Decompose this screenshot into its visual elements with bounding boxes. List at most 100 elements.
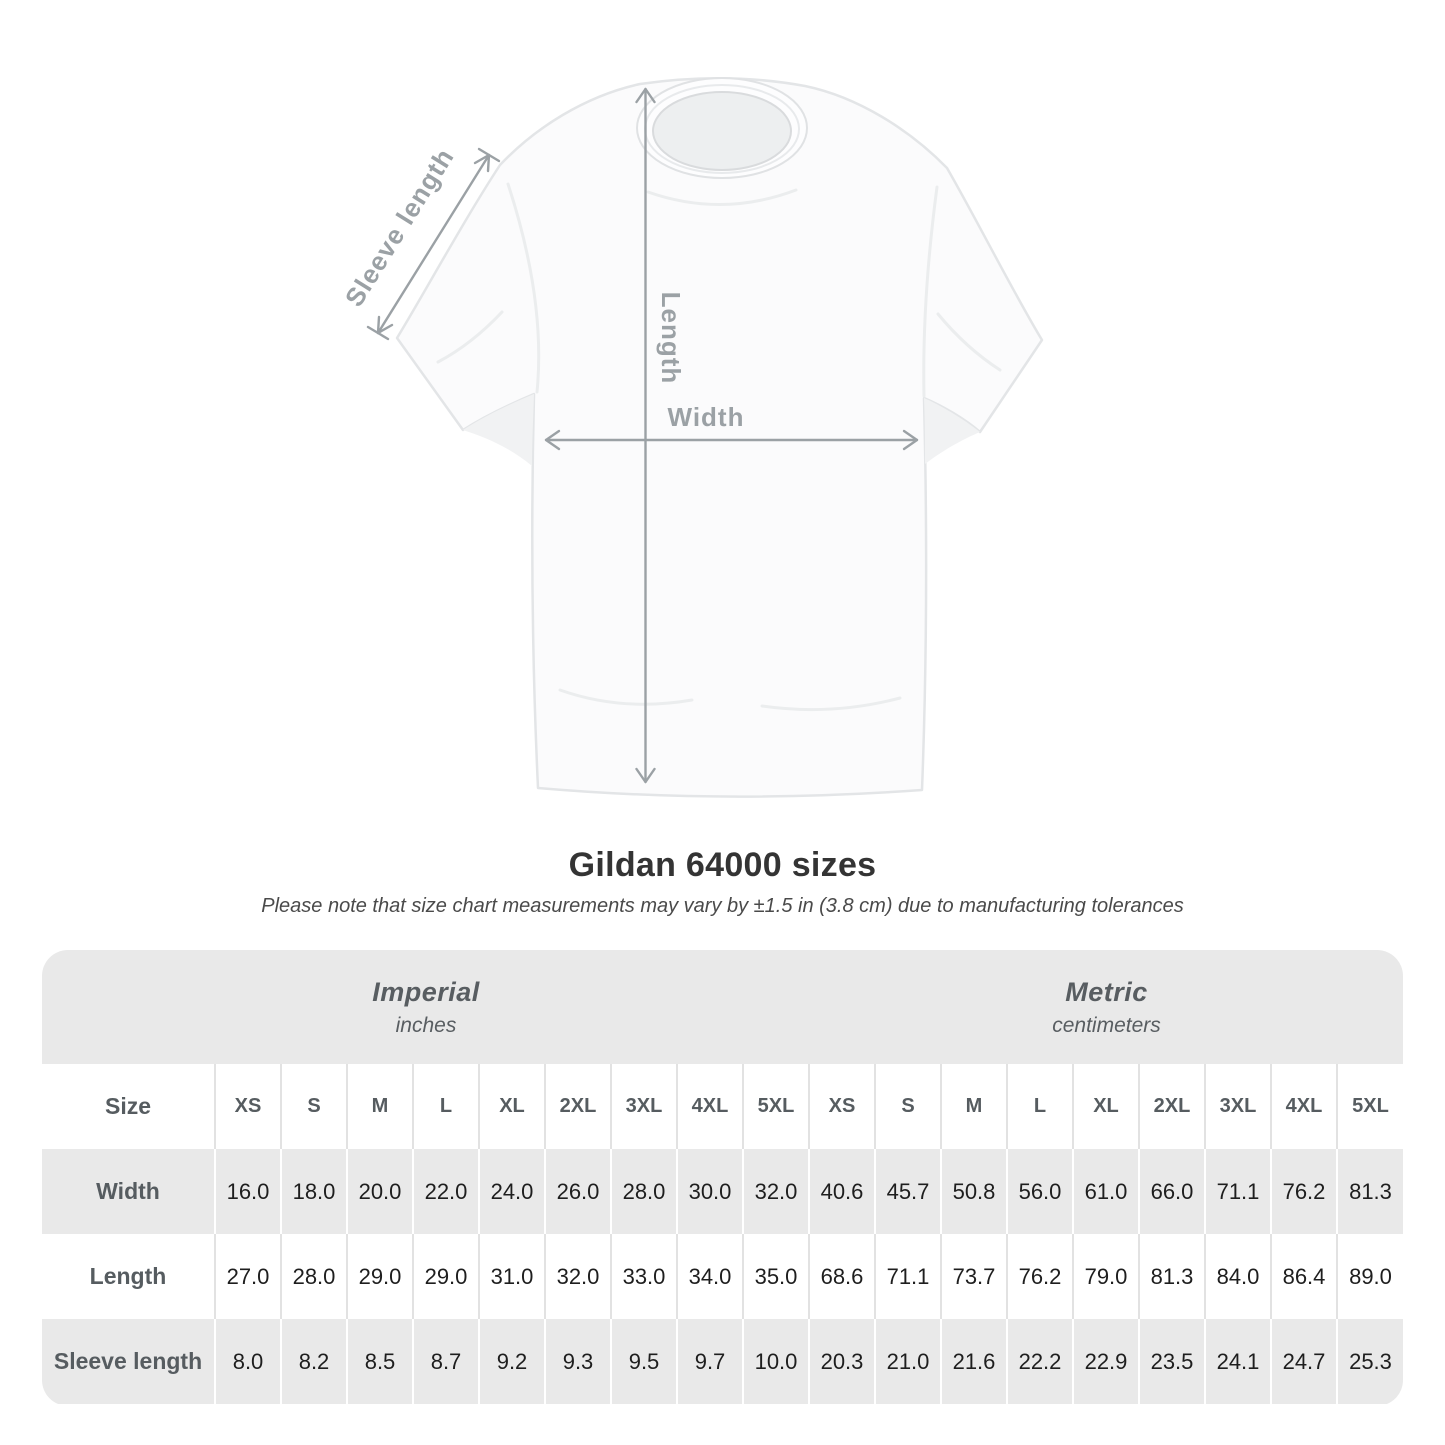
width-value: 81.3 xyxy=(1336,1149,1403,1234)
size-header: 4XL xyxy=(676,1064,743,1149)
right-underarm-shade xyxy=(924,398,980,464)
sleeve-value: 24.7 xyxy=(1270,1319,1337,1404)
size-row-label: Size xyxy=(104,1093,152,1119)
left-underarm-shade xyxy=(463,394,534,466)
size-chart-card: Imperial inches Metric centimeters Size … xyxy=(42,950,1403,1406)
collar-opening xyxy=(652,91,792,171)
size-header: 3XL xyxy=(610,1064,677,1149)
width-value: 22.0 xyxy=(412,1149,479,1234)
sleeve-value: 22.9 xyxy=(1072,1319,1139,1404)
sleeve-value: 20.3 xyxy=(808,1319,875,1404)
length-value: 27.0 xyxy=(214,1234,281,1319)
length-value: 34.0 xyxy=(676,1234,743,1319)
length-value: 35.0 xyxy=(742,1234,809,1319)
sleeve-value: 21.0 xyxy=(874,1319,941,1404)
dimension-arrows xyxy=(366,87,919,784)
shirt-wrinkles xyxy=(436,182,1002,712)
width-value: 32.0 xyxy=(742,1149,809,1234)
size-header: M xyxy=(940,1064,1007,1149)
size-header: M xyxy=(346,1064,413,1149)
size-header: XS xyxy=(214,1064,281,1149)
imperial-unit: inches xyxy=(395,1013,457,1037)
size-header: L xyxy=(412,1064,479,1149)
width-value: 71.1 xyxy=(1204,1149,1271,1234)
metric-unit: centimeters xyxy=(1052,1013,1161,1037)
length-value: 33.0 xyxy=(610,1234,677,1319)
size-header: 2XL xyxy=(1138,1064,1205,1149)
length-value: 71.1 xyxy=(874,1234,941,1319)
sleeve-value: 24.1 xyxy=(1204,1319,1271,1404)
metric-title: Metric xyxy=(1065,976,1148,1007)
tolerance-note: Please note that size chart measurements… xyxy=(261,895,1184,917)
units-header-band: Imperial inches Metric centimeters xyxy=(42,950,1403,1064)
tshirt-illustration: Sleeve length Length Width xyxy=(339,76,1044,798)
sleeve-value: 9.7 xyxy=(676,1319,743,1404)
imperial-header: Imperial inches xyxy=(42,950,810,1064)
width-value: 28.0 xyxy=(610,1149,677,1234)
length-value: 31.0 xyxy=(478,1234,545,1319)
sleeve-value: 23.5 xyxy=(1138,1319,1205,1404)
width-value: 20.0 xyxy=(346,1149,413,1234)
table-row-width: Width 16.0 18.0 20.0 22.0 24.0 26.0 28.0… xyxy=(42,1149,1403,1234)
length-value: 29.0 xyxy=(346,1234,413,1319)
length-value: 89.0 xyxy=(1336,1234,1403,1319)
size-header: 4XL xyxy=(1270,1064,1337,1149)
size-header: XL xyxy=(478,1064,545,1149)
size-header: 5XL xyxy=(742,1064,809,1149)
tshirt-body xyxy=(395,76,1044,798)
length-value: 76.2 xyxy=(1006,1234,1073,1319)
sleeve-value: 9.3 xyxy=(544,1319,611,1404)
sleeve-value: 8.5 xyxy=(346,1319,413,1404)
sleeve-value: 22.2 xyxy=(1006,1319,1073,1404)
width-value: 66.0 xyxy=(1138,1149,1205,1234)
size-header: 2XL xyxy=(544,1064,611,1149)
sleeve-length-arrow xyxy=(366,147,501,341)
sleeve-value: 9.5 xyxy=(610,1319,677,1404)
length-value: 32.0 xyxy=(544,1234,611,1319)
length-arrow xyxy=(635,87,656,784)
width-value: 40.6 xyxy=(808,1149,875,1234)
length-value: 29.0 xyxy=(412,1234,479,1319)
length-row-label: Length xyxy=(89,1263,167,1289)
size-header: XL xyxy=(1072,1064,1139,1149)
width-value: 30.0 xyxy=(676,1149,743,1234)
width-value: 61.0 xyxy=(1072,1149,1139,1234)
width-value: 50.8 xyxy=(940,1149,1007,1234)
size-header: S xyxy=(874,1064,941,1149)
measurements-table: Size XS S M L XL 2XL 3XL 4XL 5XL XS S M … xyxy=(42,1064,1403,1404)
width-value: 24.0 xyxy=(478,1149,545,1234)
width-value: 56.0 xyxy=(1006,1149,1073,1234)
table-row-sleeve-length: Sleeve length 8.0 8.2 8.5 8.7 9.2 9.3 9.… xyxy=(42,1319,1403,1404)
width-row-label: Width xyxy=(96,1178,160,1204)
length-value: 79.0 xyxy=(1072,1234,1139,1319)
sleeve-value: 8.0 xyxy=(214,1319,281,1404)
length-value: 28.0 xyxy=(280,1234,347,1319)
sleeve-value: 21.6 xyxy=(940,1319,1007,1404)
sleeve-value: 9.2 xyxy=(478,1319,545,1404)
table-row-length: Length 27.0 28.0 29.0 29.0 31.0 32.0 33.… xyxy=(42,1234,1403,1319)
size-header: L xyxy=(1006,1064,1073,1149)
metric-header: Metric centimeters xyxy=(810,950,1403,1064)
size-header: XS xyxy=(808,1064,875,1149)
length-value: 73.7 xyxy=(940,1234,1007,1319)
width-value: 18.0 xyxy=(280,1149,347,1234)
sleeve-value: 8.2 xyxy=(280,1319,347,1404)
size-header: 5XL xyxy=(1336,1064,1403,1149)
width-value: 16.0 xyxy=(214,1149,281,1234)
sleeve-value: 10.0 xyxy=(742,1319,809,1404)
length-value: 84.0 xyxy=(1204,1234,1271,1319)
width-value: 26.0 xyxy=(544,1149,611,1234)
sleeve-value: 25.3 xyxy=(1336,1319,1403,1404)
length-label: Length xyxy=(656,292,686,385)
imperial-title: Imperial xyxy=(372,976,480,1007)
table-row-sizes: Size XS S M L XL 2XL 3XL 4XL 5XL XS S M … xyxy=(42,1064,1403,1149)
page-title: Gildan 64000 sizes xyxy=(568,846,877,884)
width-arrow xyxy=(544,429,919,451)
width-value: 76.2 xyxy=(1270,1149,1337,1234)
width-label: Width xyxy=(668,402,745,432)
length-value: 81.3 xyxy=(1138,1234,1205,1319)
width-value: 45.7 xyxy=(874,1149,941,1234)
length-value: 68.6 xyxy=(808,1234,875,1319)
sleeve-value: 8.7 xyxy=(412,1319,479,1404)
